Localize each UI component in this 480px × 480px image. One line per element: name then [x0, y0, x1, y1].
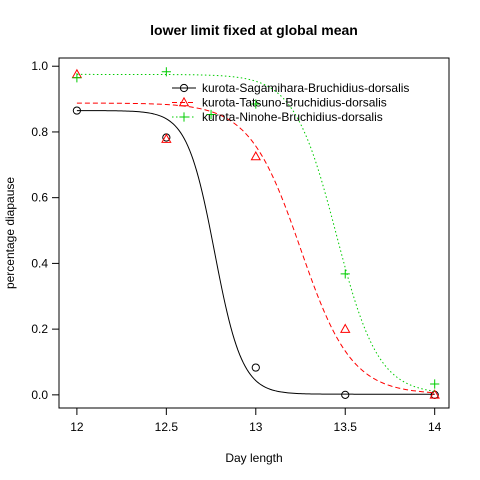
data-point-circle	[72, 106, 81, 115]
series-1	[72, 106, 439, 399]
y-tick-label: 0.6	[31, 191, 48, 205]
data-point-circle	[179, 83, 189, 93]
series-line	[76, 110, 435, 395]
data-point-triangle	[429, 389, 440, 399]
x-tick-label: 14	[428, 420, 442, 434]
y-tick-label: 1.0	[31, 59, 48, 73]
y-tick-label: 0.8	[31, 125, 48, 139]
x-tick-label: 13.5	[334, 420, 358, 434]
data-point-plus	[340, 269, 350, 279]
data-point-triangle	[250, 150, 262, 161]
x-axis: 12 12.5 13 13.5 14	[70, 408, 442, 434]
y-axis-label: percentage diapause	[3, 177, 17, 289]
data-point-plus	[251, 99, 261, 109]
data-point-circle	[341, 390, 350, 399]
legend-label: kurota-Tatsuno-Bruchidius-dorsalis	[202, 96, 387, 110]
chart-title: lower limit fixed at global mean	[150, 22, 358, 38]
legend: kurota-Sagamihara-Bruchidius-dorsaliskur…	[172, 81, 409, 124]
x-tick-label: 12	[70, 420, 84, 434]
legend-label: kurota-Ninohe-Bruchidius-dorsalis	[202, 110, 383, 124]
y-tick-label: 0.2	[31, 322, 48, 336]
y-tick-label: 0.4	[31, 256, 48, 270]
plot-frame	[58, 57, 450, 409]
x-tick-label: 13	[249, 420, 263, 434]
legend-label: kurota-Sagamihara-Bruchidius-dorsalis	[202, 81, 409, 95]
data-point-triangle	[340, 323, 351, 333]
series-3	[72, 67, 440, 392]
y-axis: 0.0 0.2 0.4 0.6 0.8 1.0	[31, 59, 59, 402]
data-point-plus	[72, 73, 82, 83]
data-point-triangle	[161, 133, 172, 143]
legend-item: kurota-Ninohe-Bruchidius-dorsalis	[172, 110, 383, 124]
data-point-circle	[251, 363, 260, 372]
plot-area	[58, 57, 450, 409]
data-point-plus	[179, 112, 189, 122]
data-point-plus	[430, 379, 440, 389]
data-point-plus	[161, 67, 171, 77]
legend-item: kurota-Tatsuno-Bruchidius-dorsalis	[172, 96, 387, 110]
x-axis-label: Day length	[225, 451, 282, 465]
data-point-triangle	[178, 96, 190, 107]
x-tick-label: 12.5	[155, 420, 179, 434]
y-tick-label: 0.0	[31, 388, 48, 402]
legend-item: kurota-Sagamihara-Bruchidius-dorsalis	[172, 81, 409, 95]
series-line	[76, 102, 435, 394]
data-point-plus	[206, 109, 216, 120]
